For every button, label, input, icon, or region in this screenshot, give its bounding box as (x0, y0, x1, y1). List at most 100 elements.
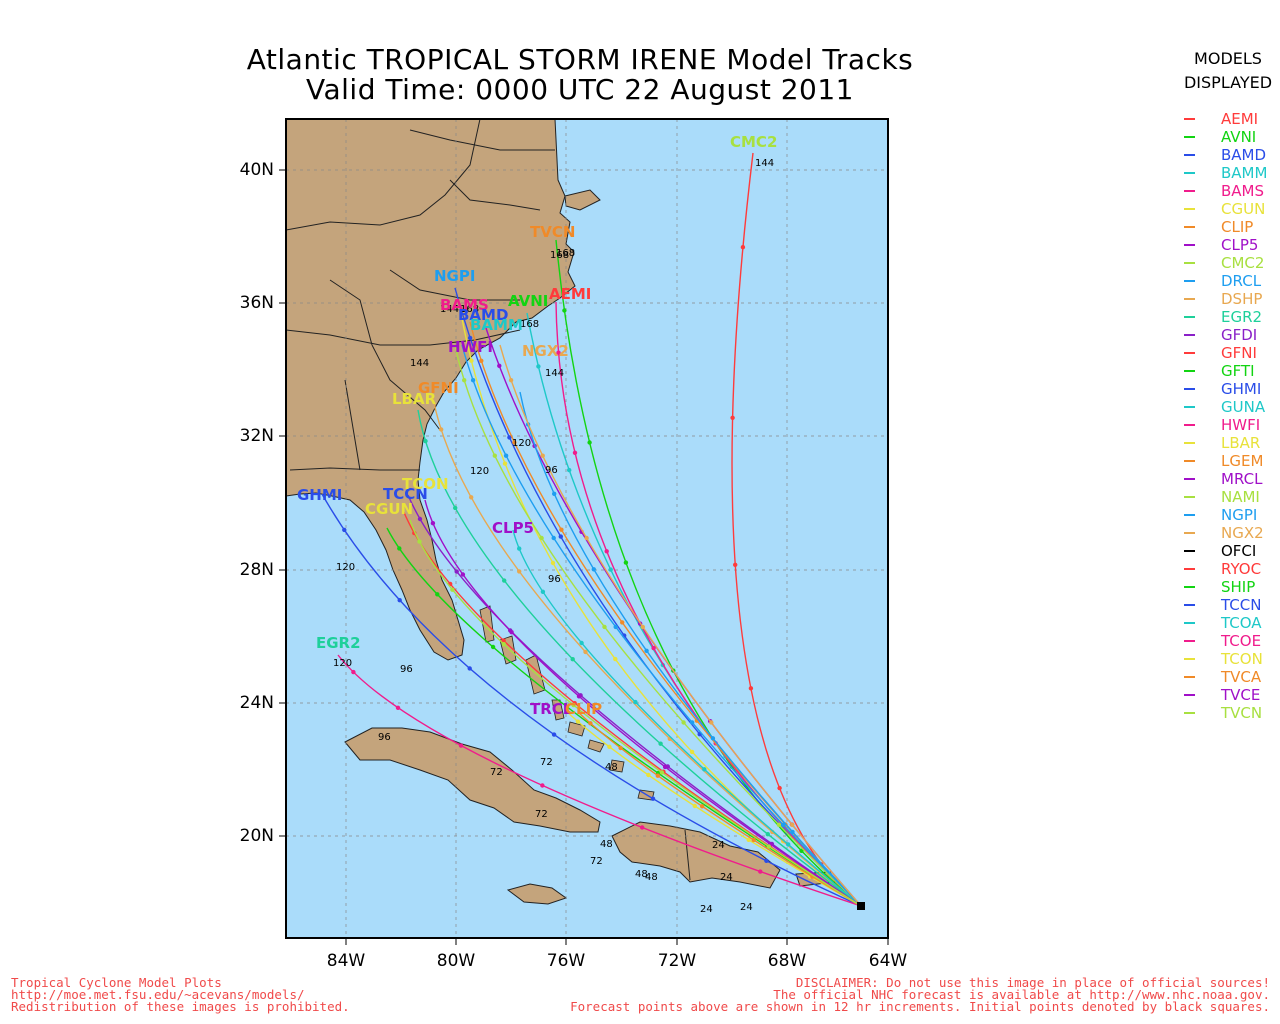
legend-item-tcoa: TCOA (1184, 614, 1267, 632)
legend-swatch (1184, 154, 1195, 156)
track-point (342, 527, 347, 533)
legend-item-avni: AVNI (1184, 128, 1267, 146)
track-point (453, 505, 458, 511)
track-mrcl (424, 499, 862, 907)
track-point (467, 666, 472, 671)
track-avni (555, 239, 862, 907)
state-borders (286, 119, 555, 471)
forecast-hour-label: 24 (700, 904, 713, 915)
track-point (517, 546, 522, 551)
legend-item-cgun: CGUN (1184, 200, 1267, 218)
legend-swatch (1184, 532, 1195, 534)
legend-swatch (1184, 550, 1195, 552)
legend-swatch (1184, 442, 1195, 444)
track-gfdi (407, 494, 862, 907)
track-point (655, 773, 660, 778)
legend-swatch (1184, 352, 1195, 354)
track-point (777, 785, 782, 791)
track-point (640, 624, 645, 630)
legend-swatch (1184, 712, 1195, 714)
legend-item-egr2: EGR2 (1184, 308, 1267, 326)
track-point (690, 720, 695, 725)
track-point (556, 350, 561, 355)
map-label-tcon: TCON (402, 475, 449, 493)
forecast-hour-label: 96 (378, 732, 391, 743)
forecast-hour-label: 168 (520, 319, 539, 330)
track-point (748, 686, 754, 691)
forecast-hour-label: 120 (512, 438, 531, 449)
legend-label: HWFI (1221, 416, 1261, 434)
track-point (517, 569, 522, 574)
map-label-hwfi: HWFI (448, 338, 493, 356)
footer-right-line: The official NHC forecast is available a… (773, 987, 1270, 1002)
legend-swatch (1184, 334, 1195, 336)
legend-item-clip: CLIP (1184, 218, 1267, 236)
track-point (536, 364, 541, 369)
track-point (640, 825, 645, 830)
track-point (458, 743, 464, 748)
track-point (781, 822, 786, 827)
track-point (397, 546, 402, 551)
track-point (591, 567, 596, 572)
legend-swatch (1184, 118, 1195, 120)
footer-left-line: Redistribution of these images is prohib… (11, 999, 350, 1014)
legend-item-gfni: GFNI (1184, 344, 1267, 362)
track-point (450, 587, 455, 592)
track-point (507, 435, 512, 440)
legend-swatch (1184, 424, 1195, 426)
track-point (571, 702, 576, 708)
legend-swatch (1184, 586, 1195, 588)
forecast-hour-label: 168 (556, 248, 575, 259)
legend-swatch (1184, 316, 1195, 318)
track-gfti (386, 527, 862, 907)
track-point (490, 644, 496, 650)
legend-item-bams: BAMS (1184, 182, 1267, 200)
legend-swatch (1184, 622, 1195, 624)
legend-swatch (1184, 388, 1195, 390)
track-point (709, 720, 714, 725)
legend-item-clp5: CLP5 (1184, 236, 1267, 254)
track-point (479, 358, 484, 363)
footer-url[interactable]: http://moe.met.fsu.edu/~acevans/models/ (11, 987, 305, 1002)
lon-label-72w: 72W (657, 951, 697, 971)
track-guna (512, 529, 862, 907)
lon-label-76w: 76W (546, 951, 586, 971)
track-point (765, 832, 770, 837)
track-point (570, 657, 575, 662)
track-nami (409, 519, 862, 907)
track-point (692, 803, 697, 809)
us-mainland (286, 119, 576, 661)
track-point (551, 535, 556, 541)
legend-swatch (1184, 298, 1195, 300)
forecast-hour-label: 96 (400, 664, 413, 675)
track-drcl (519, 391, 862, 907)
track-point (503, 453, 509, 458)
legend-swatch (1184, 496, 1195, 498)
legend-item-mrcl: MRCL (1184, 470, 1267, 488)
legend-label: GHMI (1221, 380, 1262, 398)
track-point (501, 642, 506, 647)
track-point (607, 744, 612, 749)
track-point (730, 415, 735, 420)
forecast-hour-labels: 2448729612014416824487296120144168244872… (333, 158, 774, 915)
legend-item-lbar: LBAR (1184, 434, 1267, 452)
legend-swatch (1184, 406, 1195, 408)
legend-item-gfdi: GFDI (1184, 326, 1267, 344)
legend-item-ofci: OFCI (1184, 542, 1267, 560)
map-label-clip: CLIP (565, 700, 602, 718)
legend-item-cmc2: CMC2 (1184, 254, 1267, 272)
forecast-hour-label: 72 (490, 767, 503, 778)
legend-label: TCOA (1221, 614, 1262, 632)
track-point (766, 844, 771, 849)
legend-item-ghmi: GHMI (1184, 380, 1267, 398)
map-label-ngx2: NGX2 (522, 342, 569, 360)
legend-label: TVCE (1221, 686, 1261, 704)
lon-label-64w: 64W (868, 951, 908, 971)
footer-credits: Tropical Cyclone Model Plots http://moe.m… (11, 976, 350, 1014)
map-label-trcl: TRCL (530, 700, 573, 718)
legend-label: BAMD (1221, 146, 1267, 164)
legend-item-tcoe: TCOE (1184, 632, 1267, 650)
track-lgem (577, 711, 862, 907)
map-label-gfni: GFNI (418, 379, 459, 397)
